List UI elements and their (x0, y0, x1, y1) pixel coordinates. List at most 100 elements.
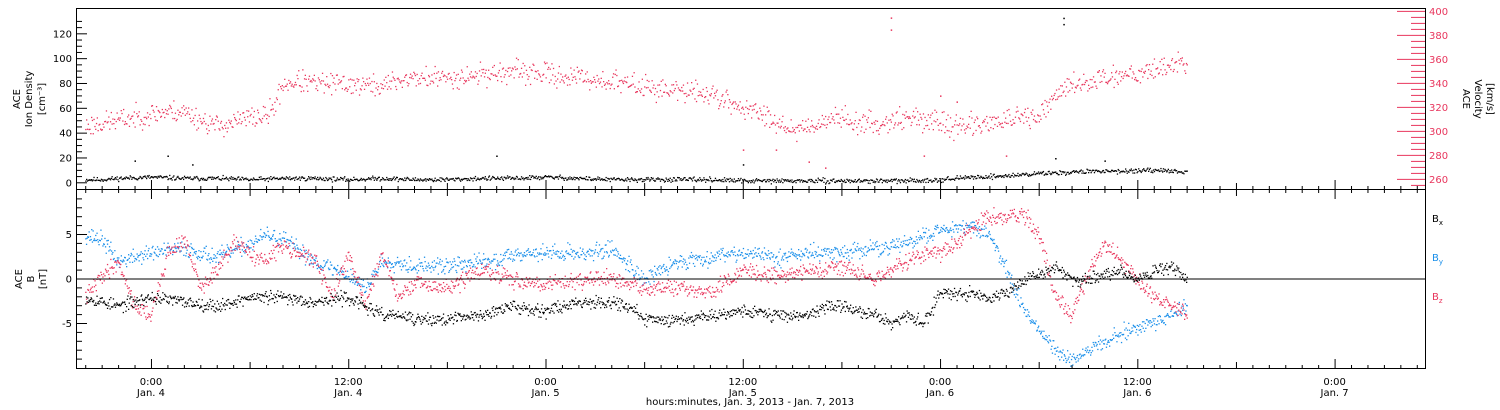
data-point (128, 254, 130, 256)
data-point (949, 136, 951, 138)
data-point (797, 254, 799, 256)
data-point (312, 256, 314, 258)
data-point (393, 266, 395, 268)
data-point (308, 78, 310, 80)
data-point (629, 85, 631, 87)
data-point (163, 111, 165, 113)
data-point (892, 115, 894, 117)
data-point (743, 113, 745, 115)
data-point (1162, 319, 1164, 322)
data-point (110, 241, 112, 243)
data-point (193, 248, 195, 250)
data-point (755, 178, 758, 180)
data-point (702, 265, 704, 267)
data-point (776, 255, 778, 258)
data-point (1169, 64, 1171, 67)
data-point (536, 78, 538, 80)
data-point (99, 279, 101, 281)
data-point (627, 270, 629, 272)
data-point (850, 249, 852, 252)
data-point (216, 116, 218, 118)
data-point (688, 177, 690, 179)
data-point (999, 175, 1001, 177)
data-point (188, 107, 190, 109)
data-point (528, 178, 530, 180)
data-point (468, 79, 470, 81)
data-point (751, 109, 754, 111)
data-point (478, 70, 481, 72)
data-point (256, 122, 258, 125)
data-point (653, 84, 655, 86)
data-point (197, 177, 199, 179)
data-point (257, 112, 260, 114)
data-point (220, 122, 222, 124)
data-point (321, 179, 324, 181)
data-point (141, 177, 144, 179)
data-point (820, 179, 822, 182)
data-point (1024, 309, 1027, 311)
data-point (757, 179, 759, 181)
data-point (580, 69, 583, 71)
data-point (985, 175, 987, 177)
data-point (490, 262, 492, 264)
data-point (221, 256, 223, 258)
data-point (877, 181, 879, 183)
data-point (338, 271, 340, 274)
data-point (784, 254, 786, 256)
data-point (87, 289, 90, 291)
data-point (709, 177, 712, 180)
data-point (770, 183, 772, 185)
data-point (879, 179, 881, 181)
data-point (1029, 320, 1031, 322)
data-point (529, 254, 531, 256)
data-point (373, 179, 375, 181)
data-point (761, 251, 764, 253)
data-point (1020, 303, 1023, 305)
data-point (227, 178, 229, 180)
data-point (1151, 321, 1153, 323)
data-point (788, 255, 791, 258)
data-point (474, 266, 476, 268)
data-point (189, 254, 191, 257)
data-point (935, 228, 937, 231)
data-point (512, 68, 514, 70)
data-point (102, 276, 104, 278)
data-point (229, 177, 231, 179)
data-point (736, 180, 738, 182)
data-point (138, 177, 140, 179)
data-point (666, 178, 668, 181)
data-point (208, 176, 210, 178)
data-point (427, 262, 430, 264)
data-point (686, 179, 688, 181)
data-point (672, 177, 675, 179)
data-point (216, 273, 218, 275)
data-point (1031, 113, 1033, 115)
data-point (1129, 169, 1131, 171)
data-point (387, 74, 389, 77)
data-point (863, 131, 865, 134)
data-point (897, 124, 899, 126)
data-point (542, 178, 544, 180)
data-point (141, 304, 143, 306)
data-point (1132, 71, 1134, 73)
data-point (439, 261, 441, 263)
data-point (752, 105, 754, 107)
data-point (293, 243, 295, 245)
data-point (982, 120, 985, 122)
data-point (645, 179, 647, 181)
data-point (601, 178, 603, 180)
data-point (166, 247, 168, 249)
data-point (903, 242, 905, 245)
data-point (128, 178, 131, 180)
data-point (816, 255, 818, 257)
data-point (1154, 76, 1156, 78)
data-point (912, 179, 914, 181)
data-point (825, 250, 827, 252)
data-point (514, 251, 516, 253)
data-point (130, 176, 132, 178)
data-point (616, 255, 618, 257)
data-point (440, 79, 442, 81)
data-point (285, 232, 287, 234)
data-point (866, 121, 869, 123)
data-point (821, 179, 823, 181)
